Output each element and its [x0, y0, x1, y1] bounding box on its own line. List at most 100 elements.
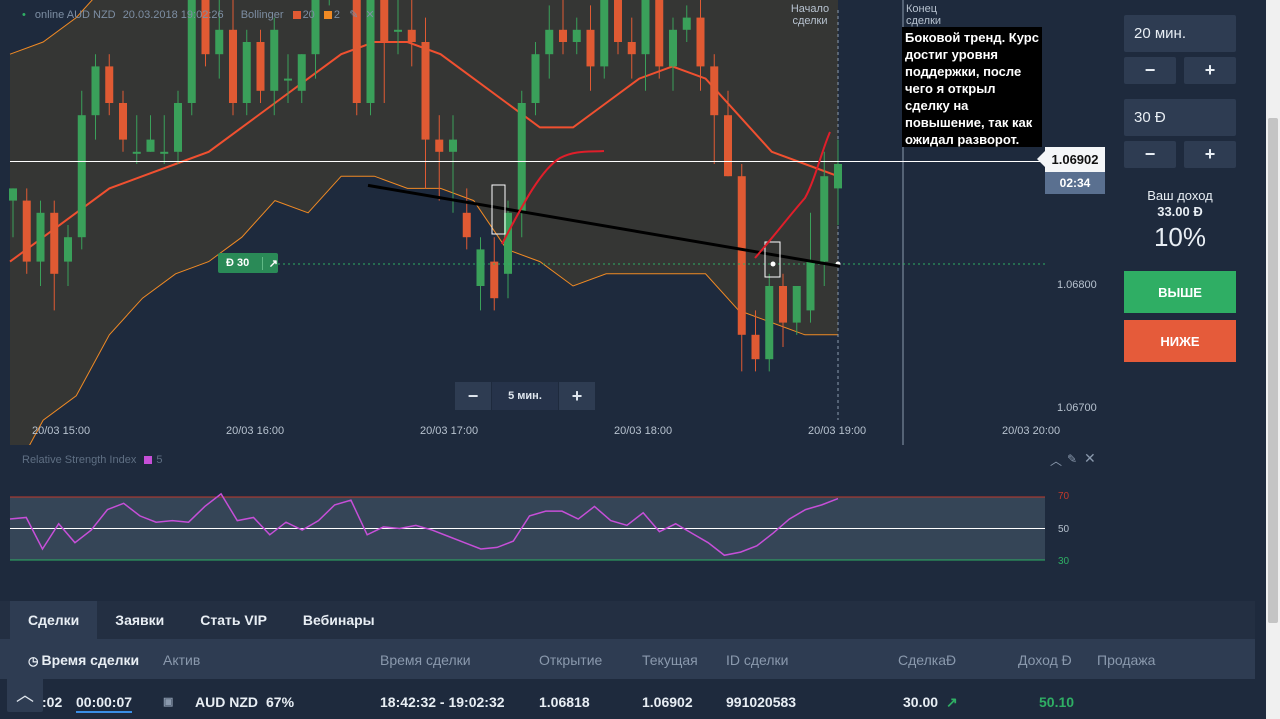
- amount-decrease-button[interactable]: −: [1124, 141, 1176, 168]
- flag-icon: ▣: [163, 696, 174, 708]
- pencil-icon[interactable]: ✎: [349, 9, 359, 21]
- zoom-out-button[interactable]: −: [467, 385, 479, 406]
- trade-end-label: Конец сделки: [906, 3, 942, 27]
- candle-body: [792, 286, 801, 323]
- candle-body: [834, 164, 842, 189]
- candle-body: [682, 17, 691, 30]
- trade-panel: 20 мин. − + 30 Ð − + Ваш доход 33.00 Ð 1…: [1110, 0, 1255, 600]
- candle-body: [50, 212, 59, 274]
- duration-field[interactable]: 20 мин.: [1124, 15, 1236, 52]
- candle-body: [779, 286, 787, 323]
- candle-body: [820, 176, 829, 262]
- candle-body: [572, 29, 581, 42]
- highlight-box: [764, 241, 781, 278]
- candle-body: [174, 103, 182, 152]
- column-header[interactable]: Продажа: [1097, 652, 1156, 668]
- zoom-in-button[interactable]: +: [571, 385, 583, 406]
- candle-body: [669, 29, 677, 67]
- close-icon[interactable]: ✕: [1084, 450, 1096, 466]
- open-point-marker: [770, 261, 776, 267]
- column-header[interactable]: Текущая: [642, 652, 698, 668]
- candle-body: [160, 151, 169, 154]
- candle-body: [201, 0, 210, 55]
- column-header[interactable]: Актив: [163, 652, 201, 668]
- arrow-up-right-icon: ↗: [946, 694, 958, 710]
- candle-body: [751, 334, 760, 360]
- close-icon[interactable]: ✕: [365, 9, 375, 21]
- cell-current: 1.06902: [642, 694, 693, 710]
- duration-decrease-button[interactable]: −: [1124, 57, 1176, 84]
- scrollbar-thumb[interactable]: [1268, 118, 1278, 623]
- column-header[interactable]: Доход Ð: [1018, 652, 1072, 668]
- candle-body: [765, 286, 774, 360]
- cell-open: 1.06818: [539, 694, 590, 710]
- tab-orders[interactable]: Заявки: [115, 612, 165, 628]
- price-chart[interactable]: • online AUD NZD 20.03.2018 19:02:26 Bol…: [0, 0, 1110, 445]
- rsi-name: Relative Strength Index: [22, 454, 137, 466]
- candle-body: [545, 29, 554, 55]
- drawn-curve: [501, 150, 605, 245]
- column-header[interactable]: Открытие: [539, 652, 603, 668]
- rsi-period: 5: [156, 454, 163, 466]
- amount-increase-button[interactable]: +: [1184, 141, 1236, 168]
- candle-body: [407, 29, 416, 42]
- table-header: ◷ Время сделки Актив Время сделки Открыти…: [0, 639, 1255, 679]
- cell-countdown: 00:00:07: [76, 694, 133, 713]
- trades-tabs: Сделки Заявки Стать VIP Вебинары: [10, 601, 393, 639]
- expiry-timer: 02:34: [1045, 172, 1105, 194]
- duration-increase-button[interactable]: +: [1184, 57, 1236, 84]
- candle-body: [627, 42, 636, 55]
- asset-name: AUD NZD: [66, 9, 116, 21]
- candle-body: [311, 0, 320, 55]
- amount-field[interactable]: 30 Ð: [1124, 99, 1236, 136]
- tab-vip[interactable]: Стать VIP: [200, 612, 267, 628]
- cell-asset: AUD NZD: [195, 694, 258, 710]
- clock-icon: ◷: [28, 654, 39, 668]
- period-swatch: [292, 11, 301, 19]
- chevron-up-icon[interactable]: ︿: [1050, 454, 1063, 468]
- status-text: online: [34, 9, 65, 21]
- rsi-level-70: 70: [1058, 491, 1070, 502]
- put-down-button[interactable]: НИЖЕ: [1124, 320, 1236, 362]
- indicator-period: 20: [302, 9, 315, 21]
- rsi-title: Relative Strength Index 5: [22, 454, 162, 466]
- cell-time: :02: [42, 694, 63, 710]
- trade-badge-amount: Ð 30: [226, 257, 250, 269]
- table-row[interactable]: :02 00:00:07 ▣ AUD NZD 67% 18:42:32 - 19…: [0, 679, 1255, 719]
- open-trade-badge[interactable]: Ð 30 ↗: [218, 253, 278, 273]
- call-up-button[interactable]: ВЫШЕ: [1124, 271, 1236, 313]
- column-header[interactable]: ID сделки: [726, 652, 789, 668]
- candle-body: [187, 0, 196, 103]
- trade-start-label: Начало сделки: [790, 3, 830, 27]
- candle-body: [655, 0, 664, 67]
- candle-body: [380, 0, 389, 42]
- timeframe-control: − 5 мин. +: [455, 382, 595, 410]
- rsi-chart-canvas: [9, 492, 1045, 561]
- candle-body: [462, 212, 471, 238]
- candle-body: [270, 29, 279, 91]
- scroll-top-button[interactable]: ︿: [7, 676, 43, 712]
- pencil-icon[interactable]: ✎: [1067, 452, 1078, 466]
- candle-body: [476, 249, 485, 286]
- candle-body: [614, 0, 622, 42]
- timeframe-label: 5 мин.: [491, 382, 559, 410]
- candle-body: [737, 176, 746, 335]
- candle-body: [64, 237, 72, 262]
- column-header[interactable]: Время сделки: [380, 652, 471, 668]
- column-header[interactable]: ◷ Время сделки: [28, 652, 139, 668]
- annotation-note: Боковой тренд. Курс достиг уровня поддер…: [902, 27, 1042, 147]
- candle-body: [36, 212, 45, 262]
- price-tick: 1.06700: [1057, 402, 1097, 414]
- tab-webinars[interactable]: Вебинары: [302, 612, 375, 628]
- tab-deals[interactable]: Сделки: [10, 601, 98, 639]
- column-header[interactable]: СделкаÐ: [898, 652, 957, 668]
- candle-body: [256, 42, 265, 91]
- candle-body: [504, 212, 512, 274]
- deviation-swatch: [323, 11, 332, 19]
- column-header-label: Время сделки: [41, 652, 140, 668]
- candle-body: [600, 0, 609, 67]
- bollinger-band-fill: [10, 0, 838, 445]
- candle-body: [531, 54, 540, 103]
- candle-body: [297, 54, 306, 91]
- cell-payout: 67%: [266, 694, 295, 710]
